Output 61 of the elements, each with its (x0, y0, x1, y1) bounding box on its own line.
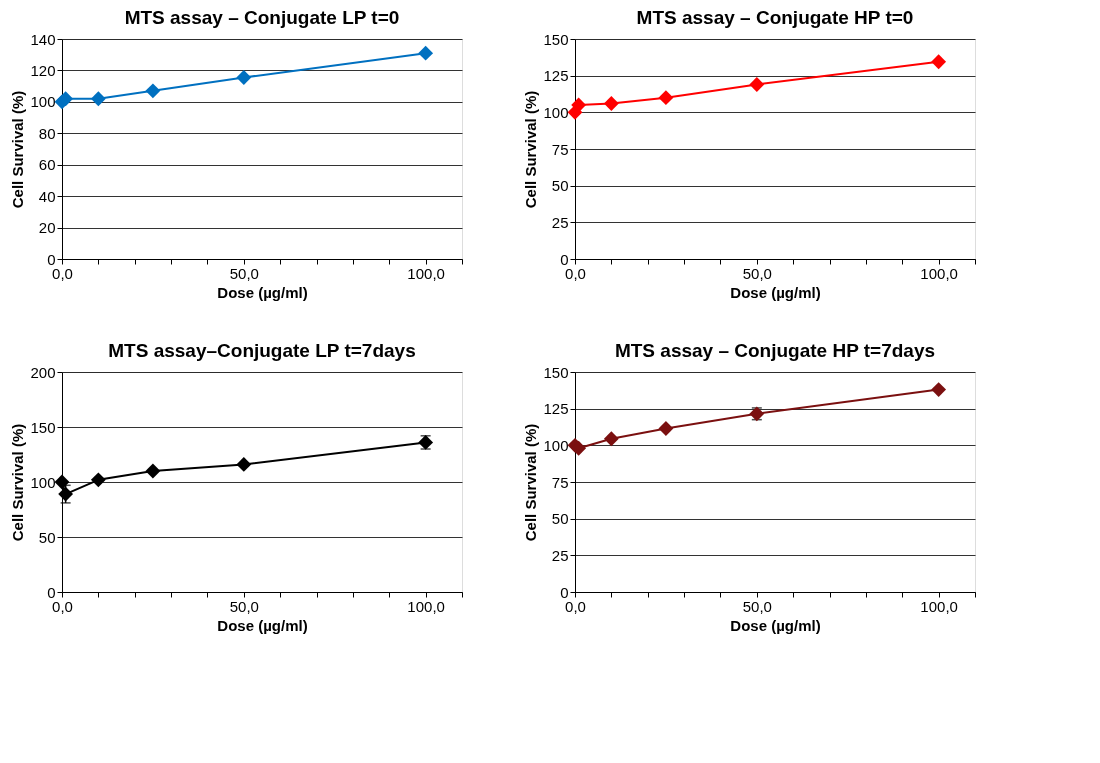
x-tick-label: 50,0 (742, 597, 772, 615)
y-tick-label: 140 (30, 30, 56, 48)
y-tick-label: 75 (551, 140, 569, 158)
point (749, 77, 765, 92)
y-tick-label: 50 (38, 528, 56, 546)
y-tick-label: 80 (38, 124, 56, 142)
point (90, 472, 106, 488)
chart-title: MTS assay – Conjugate HP t=0 (636, 7, 914, 28)
point (571, 97, 587, 113)
x-axis-title: Dose (µg/ml) (730, 616, 821, 634)
y-tick-label: 60 (38, 156, 56, 174)
chart-title: MTS assay – Conjugate HP t=7days (614, 340, 936, 361)
y-tick-label: 150 (543, 363, 569, 381)
y-tick-label: 25 (551, 213, 569, 231)
y-tick-label: 150 (30, 418, 56, 436)
y-tick-label: 100 (30, 473, 56, 491)
point (931, 54, 947, 70)
y-tick-label: 50 (551, 177, 569, 195)
y-tick-label: 200 (30, 363, 56, 381)
point (603, 96, 619, 111)
y-tick-label: 20 (38, 219, 56, 237)
y-axis-title: Cell Survival (%) (9, 90, 27, 209)
y-tick-label: 75 (551, 473, 569, 491)
x-tick-label: 50,0 (742, 264, 772, 282)
point (931, 382, 947, 398)
point (54, 474, 70, 490)
y-tick-label: 100 (543, 436, 569, 454)
y-tick-label: 120 (30, 61, 56, 79)
point (658, 421, 674, 436)
point (145, 83, 161, 99)
y-tick-label: 40 (38, 187, 56, 205)
y-tick-label: 50 (551, 510, 569, 528)
point (90, 91, 106, 107)
x-axis-title: Dose (µg/ml) (217, 283, 308, 301)
y-axis-title: Cell Survival (%) (9, 423, 27, 542)
point (418, 45, 434, 61)
y-tick-label: 125 (543, 67, 569, 85)
x-tick-label: 100,0 (407, 597, 445, 615)
point (658, 90, 674, 106)
chart-title: MTS assay – Conjugate LP t=0 (124, 7, 400, 28)
y-tick-label: 25 (551, 546, 569, 564)
point (571, 440, 587, 456)
y-tick-label: 150 (543, 30, 569, 48)
y-tick-label: 100 (30, 93, 56, 111)
x-tick-label: 50,0 (229, 597, 259, 615)
y-axis-title: Cell Survival (%) (522, 90, 540, 209)
x-tick-label: 100,0 (920, 597, 958, 615)
y-axis-title: Cell Survival (%) (522, 423, 540, 542)
point (236, 70, 252, 85)
x-tick-label: 100,0 (920, 264, 958, 282)
point (145, 463, 161, 479)
y-tick-label: 125 (543, 400, 569, 418)
x-tick-label: 100,0 (407, 264, 445, 282)
x-axis-title: Dose (µg/ml) (217, 616, 308, 634)
chart-title: MTS assay–Conjugate LP t=7days (108, 340, 416, 361)
x-tick-label: 50,0 (229, 264, 259, 282)
x-axis-title: Dose (µg/ml) (730, 283, 821, 301)
point (58, 91, 74, 107)
point (236, 456, 252, 472)
point (603, 431, 619, 447)
y-tick-label: 100 (543, 103, 569, 121)
